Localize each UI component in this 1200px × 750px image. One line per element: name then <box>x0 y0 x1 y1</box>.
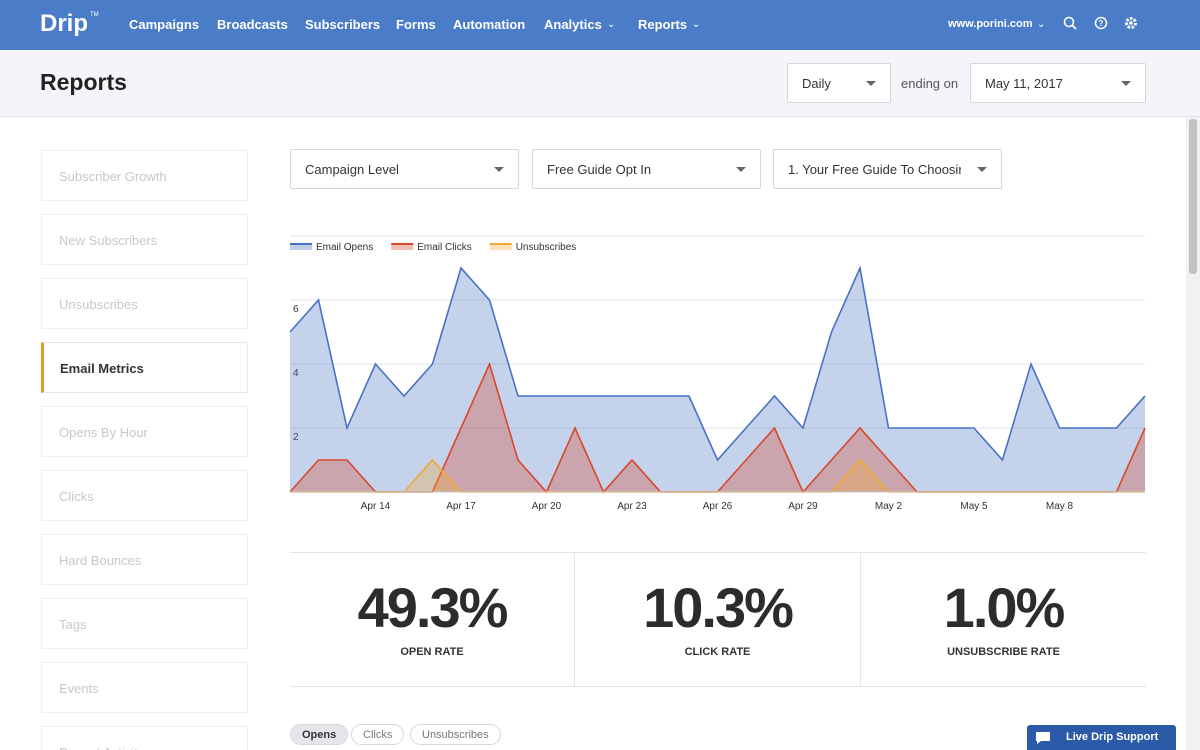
period: Daily <box>802 75 831 91</box>
stat-label: UNSUBSCRIBE RATE <box>947 646 1060 658</box>
svg-text:?: ? <box>1099 19 1104 28</box>
sidebar-item[interactable]: Subscriber Growth <box>41 150 248 201</box>
filter-select[interactable]: 1. Your Free Guide To Choosing <box>773 149 1002 189</box>
area <box>290 364 1145 492</box>
x-tick-label: Apr 14 <box>361 501 391 512</box>
tab[interactable]: Clicks <box>351 724 405 745</box>
stat-value: 49.3% <box>357 576 509 639</box>
sidebar-item[interactable]: Opens By Hour <box>41 406 248 457</box>
filter-select[interactable]: Campaign Level <box>290 149 519 189</box>
legend-swatch <box>489 244 512 250</box>
sidebar-item[interactable]: Recent Activity <box>41 726 248 750</box>
period-select[interactable]: Daily <box>787 63 891 103</box>
top-nav: Drip TM Campaigns Broadcasts Subscribers… <box>0 0 1200 50</box>
sidebar-item[interactable]: Email Metrics <box>41 342 248 393</box>
x-tick-label: May 5 <box>960 501 988 512</box>
support-button[interactable]: Live Drip Support <box>1027 725 1176 750</box>
caret: ⌄ <box>607 19 616 30</box>
legend-label: Unsubscribes <box>516 242 577 253</box>
nav-item[interactable]: Automation <box>453 17 526 32</box>
y-tick-label: 6 <box>293 304 299 315</box>
stat-label: OPEN RATE <box>400 646 464 658</box>
tab[interactable]: Unsubscribes <box>410 724 501 745</box>
account[interactable]: www.porini.com <box>948 18 1033 30</box>
caret: ⌄ <box>692 19 701 30</box>
date: May 11, 2017 <box>985 75 1063 91</box>
stat: 10.3% CLICK RATE <box>575 552 861 687</box>
x-tick-label: May 8 <box>1046 501 1074 512</box>
sidebar-item[interactable]: Tags <box>41 598 248 649</box>
stat: 1.0% UNSUBSCRIBE RATE <box>861 552 1146 687</box>
nav-item[interactable]: Analytics <box>544 17 602 32</box>
filter: 1. Your Free Guide To Choosing <box>788 161 961 177</box>
stat-value: 1.0% <box>943 576 1066 639</box>
sidebar-item[interactable]: Clicks <box>41 470 248 521</box>
sidebar-item[interactable]: Events <box>41 662 248 713</box>
nav-item[interactable]: Campaigns <box>129 17 200 32</box>
page-title: Reports <box>40 69 127 95</box>
nav-icons[interactable]: ? <box>1063 16 1148 32</box>
x-tick-label: Apr 23 <box>617 501 647 512</box>
filter: Campaign Level <box>305 161 399 177</box>
chat-icon <box>1036 732 1050 744</box>
nav-item[interactable]: Broadcasts <box>217 17 288 32</box>
x-tick-label: Apr 26 <box>703 501 733 512</box>
y-tick-label: 4 <box>293 368 299 379</box>
sidebar-item[interactable]: Hard Bounces <box>41 534 248 585</box>
header: Reports Daily ending on May 11, 2017 <box>0 50 1200 117</box>
legend-label: Email Clicks <box>417 242 471 253</box>
legend-swatch <box>290 244 312 250</box>
filter-select[interactable]: Free Guide Opt In <box>532 149 761 189</box>
sidebar-item[interactable]: Unsubscribes <box>41 278 248 329</box>
stat: 49.3% OPEN RATE <box>290 552 575 687</box>
stat-label: CLICK RATE <box>684 646 751 658</box>
nav-item[interactable]: Reports <box>638 17 688 32</box>
x-tick-label: Apr 20 <box>532 501 562 512</box>
caret: ⌄ <box>1037 19 1046 30</box>
x-tick-label: Apr 17 <box>446 501 476 512</box>
scrollbar <box>1186 117 1200 750</box>
legend-swatch <box>391 244 414 250</box>
date-select[interactable]: May 11, 2017 <box>970 63 1146 103</box>
ending-label: ending on <box>901 76 959 91</box>
nav-item[interactable]: Forms <box>396 17 436 32</box>
support-label: Live Drip Support <box>1066 731 1159 743</box>
line <box>289 265 1146 462</box>
logo[interactable]: Drip <box>40 10 88 37</box>
y-tick-label: 2 <box>293 432 299 443</box>
tab[interactable]: Opens <box>290 724 349 745</box>
sidebar-item[interactable]: New Subscribers <box>41 214 248 265</box>
legend-label: Email Opens <box>316 242 373 253</box>
logo-mark: TM <box>90 12 99 18</box>
x-tick-label: Apr 29 <box>788 501 818 512</box>
area <box>290 268 1145 492</box>
stat-value: 10.3% <box>643 576 794 639</box>
nav-item[interactable]: Subscribers <box>305 17 381 32</box>
x-tick-label: May 2 <box>875 501 903 512</box>
filter: Free Guide Opt In <box>547 161 652 177</box>
chart: 2 4 6 Apr 14 Apr 17 Apr 20 Apr 23 Apr 26 Apr 29 M… <box>289 235 1146 512</box>
